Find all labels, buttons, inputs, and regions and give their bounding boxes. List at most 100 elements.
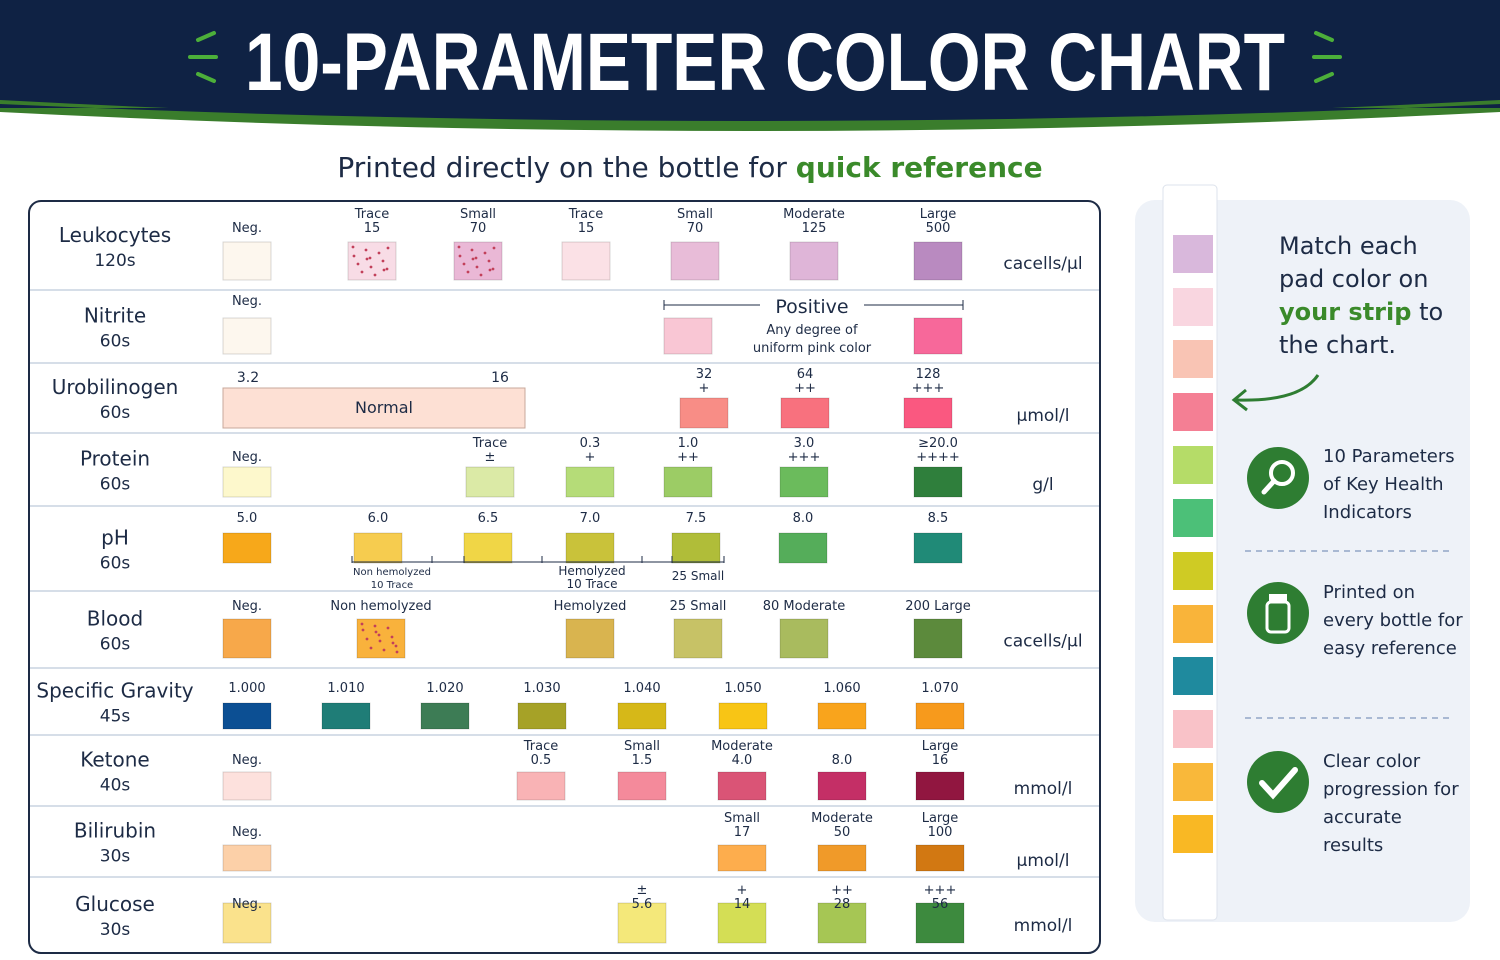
- parameter-time: 40s: [100, 776, 131, 796]
- ph-note: 25 Small: [672, 569, 724, 583]
- pad-label: Moderate: [711, 739, 773, 754]
- color-pad: [663, 317, 713, 355]
- parameter-name: pH: [101, 526, 129, 550]
- color-pad: [516, 771, 566, 801]
- subtitle-text: Printed directly on the bottle for: [337, 151, 787, 184]
- color-pad: [679, 397, 729, 429]
- pad-speckle: [373, 624, 377, 628]
- pad-label: 25 Small: [670, 599, 727, 614]
- color-pad: [517, 702, 567, 730]
- color-pad: [565, 618, 615, 659]
- header-band: [0, 0, 1500, 108]
- pad-label: 56: [932, 897, 949, 912]
- pointer-arrow-head: [1231, 388, 1248, 412]
- pad-label: Neg.: [232, 753, 262, 768]
- pad-label: ≥20.0: [918, 436, 958, 451]
- color-pad: [913, 241, 963, 281]
- pad-label: Neg.: [232, 897, 262, 912]
- pad-label: Trace: [523, 739, 559, 754]
- unit: g/l: [1032, 475, 1053, 495]
- color-pad: [778, 532, 828, 564]
- color-pad: [617, 702, 667, 730]
- pad-speckle: [382, 648, 386, 652]
- color-pad: [663, 466, 713, 498]
- color-pad: [817, 902, 867, 944]
- parameter-name: Glucose: [75, 892, 155, 916]
- color-pad: [779, 466, 829, 498]
- pad-label: +++: [924, 883, 957, 898]
- positive-note: Any degree of: [766, 323, 858, 338]
- parameter-time: 60s: [100, 332, 131, 352]
- pad-label: 7.5: [686, 511, 707, 526]
- color-pad: [779, 618, 829, 659]
- pad-speckle: [474, 256, 478, 260]
- range-pad: [222, 387, 526, 429]
- color-pad: [670, 241, 720, 281]
- pad-speckle: [487, 259, 491, 263]
- pad-label: 70: [687, 221, 704, 236]
- pad-speckle: [457, 245, 461, 249]
- pad-speckle: [356, 262, 360, 266]
- positive-title: Positive: [775, 296, 848, 318]
- pad-speckle: [395, 650, 399, 654]
- pad-label: 15: [364, 221, 381, 236]
- color-pad: [913, 466, 963, 498]
- pad-label: Small: [460, 207, 496, 222]
- header-curve: [0, 104, 1500, 121]
- pad-label: 4.0: [732, 753, 753, 768]
- color-pad: [915, 844, 965, 872]
- pad-speckle: [360, 270, 364, 274]
- pad-label: 200 Large: [905, 599, 971, 614]
- pad-label: ±: [485, 450, 496, 465]
- range-from: 3.2: [237, 370, 259, 386]
- color-pad: [565, 532, 615, 564]
- color-pad: [222, 702, 272, 730]
- unit: cacells/µl: [1003, 632, 1082, 652]
- pad-label: Trace: [472, 436, 508, 451]
- color-pad: [565, 466, 615, 498]
- color-pad: [817, 844, 867, 872]
- color-pad: [222, 241, 272, 281]
- pad-speckle: [364, 248, 368, 252]
- color-pad: [356, 618, 406, 659]
- pad-label: 125: [802, 221, 827, 236]
- title-decor: [188, 31, 1342, 83]
- pad-speckle: [483, 251, 487, 255]
- pad-speckle: [377, 251, 381, 255]
- color-pad: [222, 844, 272, 872]
- unit: mmol/l: [1014, 916, 1073, 936]
- pad-speckle: [378, 639, 382, 643]
- pad-label: 1.010: [327, 681, 364, 696]
- ph-note: Hemolyzed: [558, 564, 625, 578]
- pad-speckle: [373, 273, 377, 277]
- pad-label: 1.070: [921, 681, 958, 696]
- pad-label: 14: [734, 897, 751, 912]
- pad-speckle: [386, 246, 390, 250]
- pad-speckle: [369, 265, 373, 269]
- pad-speckle: [391, 641, 395, 645]
- pad-label: 0.5: [531, 753, 552, 768]
- intro-highlight: your strip: [1279, 298, 1412, 326]
- ph-note: 10 Trace: [567, 577, 618, 591]
- pad-label: 80 Moderate: [763, 599, 846, 614]
- pad-speckle: [491, 267, 495, 271]
- parameter-name: Specific Gravity: [36, 679, 193, 703]
- positive-note: uniform pink color: [753, 341, 872, 356]
- side-panel: [1135, 200, 1470, 922]
- pad-label: Large: [922, 739, 959, 754]
- pad-label: 70: [470, 221, 487, 236]
- pad-label: Large: [922, 811, 959, 826]
- ph-note: Non hemolyzed: [353, 567, 431, 578]
- intro-text: to the chart.: [1279, 298, 1444, 359]
- pad-label: ++: [794, 381, 816, 396]
- pad-speckle: [377, 633, 381, 637]
- pad-label: 1.000: [228, 681, 265, 696]
- parameter-name: Nitrite: [84, 304, 146, 328]
- pad-speckle: [374, 630, 378, 634]
- pad-label: 1.060: [823, 681, 860, 696]
- dividers: [1245, 550, 1450, 719]
- unit: mmol/l: [1014, 779, 1073, 799]
- pad-label: 1.030: [523, 681, 560, 696]
- color-pad: [915, 902, 965, 944]
